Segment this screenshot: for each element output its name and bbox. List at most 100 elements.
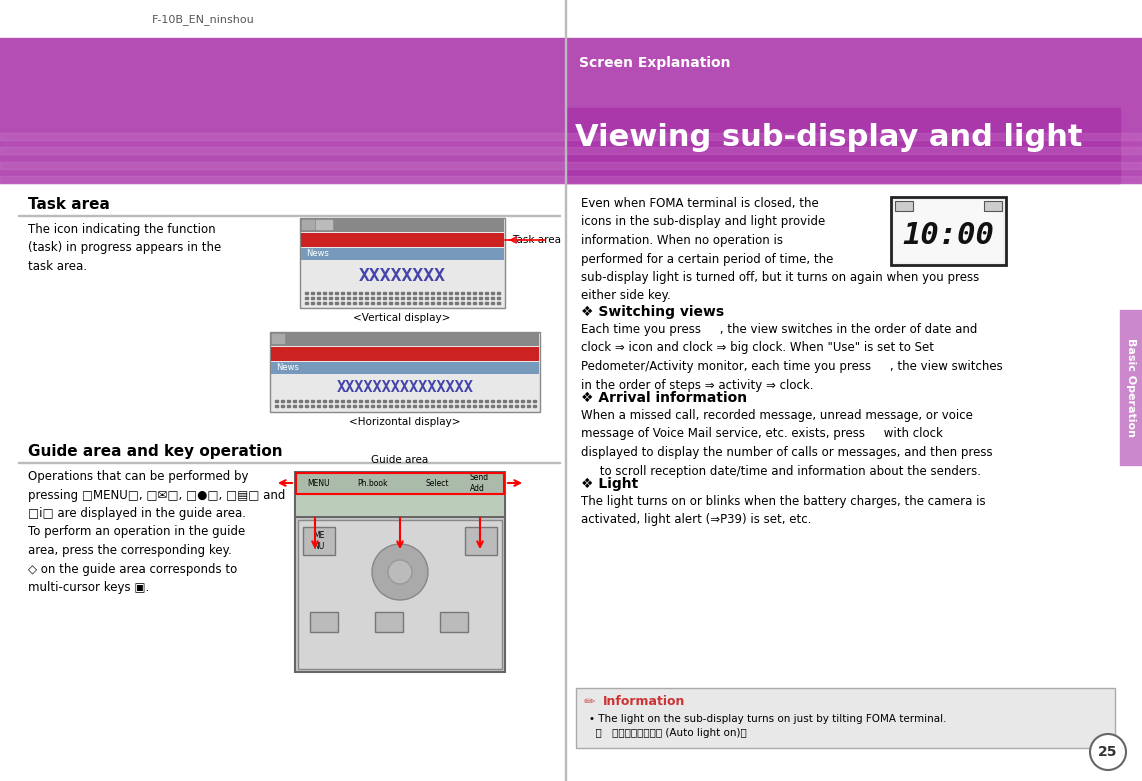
Bar bbox=[413, 292, 416, 294]
Bar bbox=[461, 400, 464, 401]
Bar bbox=[395, 302, 399, 304]
Bar bbox=[565, 155, 1142, 162]
Bar bbox=[383, 302, 386, 304]
Bar bbox=[461, 302, 464, 304]
Bar bbox=[407, 400, 410, 401]
Bar bbox=[415, 568, 423, 576]
Bar bbox=[455, 302, 458, 304]
Bar bbox=[0, 140, 565, 148]
Bar bbox=[335, 400, 338, 401]
Text: When a missed call, recorded message, unread message, or voice
message of Voice : When a missed call, recorded message, un… bbox=[581, 409, 992, 477]
Bar bbox=[491, 400, 494, 401]
Bar bbox=[425, 292, 428, 294]
Bar bbox=[449, 292, 452, 294]
Text: <Vertical display>: <Vertical display> bbox=[353, 313, 451, 323]
Bar bbox=[371, 297, 373, 298]
Bar bbox=[425, 405, 428, 406]
Bar bbox=[371, 302, 373, 304]
Bar bbox=[443, 405, 447, 406]
Bar bbox=[521, 405, 524, 406]
Bar bbox=[275, 405, 278, 406]
Bar bbox=[0, 133, 565, 140]
Bar bbox=[317, 400, 320, 401]
Text: ❖ Light: ❖ Light bbox=[581, 477, 638, 491]
Bar bbox=[305, 400, 308, 401]
Bar bbox=[431, 400, 434, 401]
Bar bbox=[565, 108, 1120, 183]
Bar bbox=[311, 405, 314, 406]
Bar bbox=[485, 302, 488, 304]
Bar bbox=[491, 405, 494, 406]
Bar bbox=[565, 176, 1142, 183]
Bar bbox=[0, 38, 565, 183]
Bar bbox=[295, 472, 505, 517]
Bar bbox=[455, 400, 458, 401]
Bar bbox=[431, 292, 434, 294]
Bar bbox=[895, 201, 912, 211]
Bar bbox=[467, 302, 471, 304]
Bar bbox=[533, 405, 536, 406]
Bar bbox=[443, 400, 447, 401]
Bar bbox=[419, 292, 423, 294]
Text: Send
Add: Send Add bbox=[471, 473, 489, 493]
Bar bbox=[301, 233, 504, 247]
Bar bbox=[316, 220, 332, 229]
Bar bbox=[0, 162, 565, 169]
Bar bbox=[353, 405, 356, 406]
Text: Operations that can be performed by
pressing □MENU□, □✉□, □●□, □▤□ and
□i□ are d: Operations that can be performed by pres… bbox=[29, 470, 286, 594]
Bar bbox=[303, 527, 335, 555]
Bar bbox=[485, 405, 488, 406]
Bar bbox=[455, 405, 458, 406]
Bar bbox=[301, 219, 504, 232]
Bar bbox=[565, 38, 1142, 183]
Bar bbox=[347, 292, 349, 294]
Bar bbox=[437, 405, 440, 406]
Text: Ph.book: Ph.book bbox=[357, 479, 387, 487]
Bar bbox=[407, 292, 410, 294]
Bar bbox=[491, 292, 494, 294]
Bar bbox=[533, 400, 536, 401]
Bar bbox=[401, 405, 404, 406]
Bar bbox=[431, 405, 434, 406]
Bar bbox=[377, 400, 380, 401]
Bar bbox=[299, 400, 301, 401]
Bar bbox=[359, 302, 362, 304]
Text: ✏: ✏ bbox=[584, 695, 595, 709]
Bar bbox=[377, 297, 380, 298]
Bar bbox=[467, 400, 471, 401]
Bar bbox=[293, 400, 296, 401]
Bar bbox=[317, 292, 320, 294]
Bar bbox=[455, 297, 458, 298]
Bar bbox=[18, 215, 560, 216]
Bar bbox=[473, 292, 476, 294]
Bar bbox=[401, 297, 404, 298]
Text: XXXXXXXX: XXXXXXXX bbox=[359, 267, 445, 285]
Bar bbox=[509, 400, 512, 401]
Bar bbox=[378, 568, 386, 576]
Bar bbox=[497, 400, 500, 401]
Bar bbox=[437, 302, 440, 304]
Circle shape bbox=[1089, 734, 1126, 770]
Bar bbox=[407, 302, 410, 304]
Bar bbox=[311, 297, 314, 298]
Bar bbox=[449, 302, 452, 304]
Bar bbox=[0, 155, 565, 162]
Text: ME
NU: ME NU bbox=[313, 531, 324, 551]
Bar bbox=[396, 586, 404, 594]
Bar bbox=[515, 400, 518, 401]
Bar bbox=[323, 302, 325, 304]
Bar bbox=[323, 297, 325, 298]
Bar bbox=[329, 400, 332, 401]
Text: Guide area: Guide area bbox=[371, 455, 428, 465]
Text: MENU: MENU bbox=[307, 479, 330, 487]
Bar bbox=[377, 302, 380, 304]
Bar bbox=[413, 297, 416, 298]
Bar bbox=[425, 297, 428, 298]
Bar bbox=[329, 297, 332, 298]
Bar bbox=[359, 292, 362, 294]
Text: XXXXXXXXXXXXXXX: XXXXXXXXXXXXXXX bbox=[337, 380, 474, 395]
Bar bbox=[497, 302, 500, 304]
Bar bbox=[296, 473, 504, 494]
Bar bbox=[395, 292, 399, 294]
Bar bbox=[419, 302, 423, 304]
